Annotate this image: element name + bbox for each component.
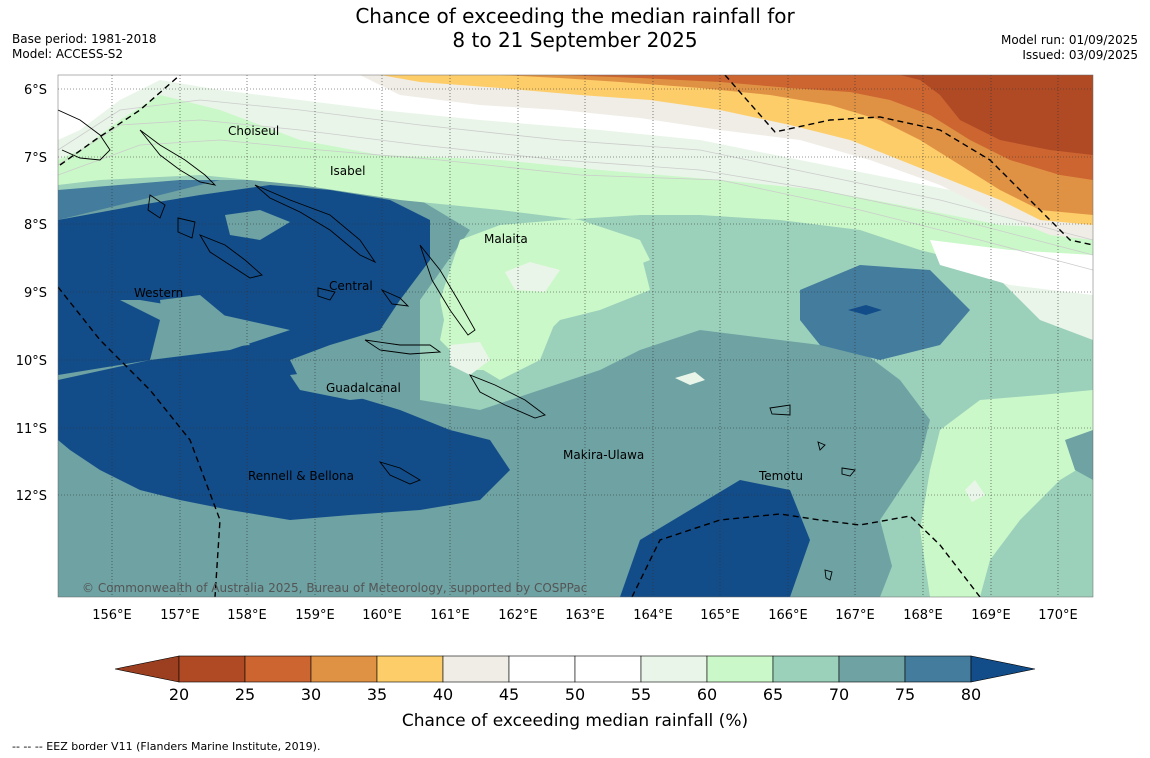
lon-label: 161°E [430, 608, 470, 623]
colorbar-tick-label: 55 [631, 685, 651, 704]
colorbar-title: Chance of exceeding median rainfall (%) [402, 711, 748, 731]
colorbar-bin [442, 655, 510, 683]
place-western: Western [134, 286, 183, 300]
lon-axis: 156°E 157°E 158°E 159°E 160°E 161°E 162°… [92, 608, 1078, 623]
colorbar-tick-label: 80 [961, 685, 981, 704]
place-makira-ulawa: Makira-Ulawa [563, 448, 644, 462]
place-central: Central [329, 279, 373, 293]
lat-label: 9°S [24, 286, 47, 301]
eez-legend: -- -- -- EEZ border V11 (Flanders Marine… [12, 740, 321, 753]
lon-label: 163°E [565, 608, 605, 623]
colorbar-tick-label: 50 [565, 685, 585, 704]
colorbar-tick-label: 30 [301, 685, 321, 704]
colorbar-bin [310, 655, 378, 683]
lon-label: 167°E [835, 608, 875, 623]
map-title-line2: 8 to 21 September 2025 [452, 28, 698, 52]
base-period: Base period: 1981-2018 [12, 32, 157, 46]
place-guadalcanal: Guadalcanal [326, 381, 401, 395]
place-malaita: Malaita [484, 232, 528, 246]
issued-date: Issued: 03/09/2025 [1022, 48, 1138, 62]
place-rennell-bellona: Rennell & Bellona [248, 469, 354, 483]
rainfall-contours [58, 75, 1093, 597]
graticule [111, 75, 1059, 597]
lon-label: 168°E [903, 608, 943, 623]
colorbar-under-arrow [114, 655, 180, 683]
lon-label: 164°E [633, 608, 673, 623]
place-choiseul: Choiseul [228, 124, 279, 138]
eez-border [58, 75, 1093, 597]
colorbar-tick-label: 70 [829, 685, 849, 704]
colorbar-bin [838, 655, 906, 683]
colorbar-tick-label: 75 [895, 685, 915, 704]
lon-label: 170°E [1038, 608, 1078, 623]
colorbar-bin [508, 655, 576, 683]
lon-label: 158°E [227, 608, 267, 623]
place-isabel: Isabel [330, 164, 365, 178]
colorbar-bin [376, 655, 444, 683]
colorbar-bin [244, 655, 312, 683]
colorbar: 20 25 30 35 40 45 50 55 60 65 70 75 80 [114, 655, 1036, 704]
colorbar-tick-label: 25 [235, 685, 255, 704]
map-frame [57, 74, 1094, 598]
colorbar-bin [640, 655, 708, 683]
colorbar-tick-label: 65 [763, 685, 783, 704]
lon-label: 157°E [160, 608, 200, 623]
lon-label: 166°E [768, 608, 808, 623]
colorbar-tick-label: 60 [697, 685, 717, 704]
lat-label: 6°S [24, 83, 47, 98]
map-copyright: © Commonwealth of Australia 2025, Bureau… [82, 581, 587, 595]
lat-label: 7°S [24, 151, 47, 166]
lon-label: 165°E [700, 608, 740, 623]
colorbar-bin [706, 655, 774, 683]
colorbar-bin [574, 655, 642, 683]
lat-axis: 6°S 7°S 8°S 9°S 10°S 11°S 12°S [16, 83, 47, 504]
lat-label: 8°S [24, 218, 47, 233]
colorbar-bin [772, 655, 840, 683]
lat-label: 12°S [16, 489, 47, 504]
colorbar-over-arrow [970, 655, 1036, 683]
lon-label: 169°E [971, 608, 1011, 623]
colorbar-tick-label: 35 [367, 685, 387, 704]
colorbar-tick-label: 20 [169, 685, 189, 704]
lon-label: 160°E [362, 608, 402, 623]
place-temotu: Temotu [758, 469, 803, 483]
coastlines [58, 109, 856, 581]
contour-lines [58, 99, 1093, 271]
colorbar-tick-label: 40 [433, 685, 453, 704]
lon-label: 156°E [92, 608, 132, 623]
lat-label: 10°S [16, 354, 47, 369]
colorbar-bin [178, 655, 246, 683]
colorbar-tick-label: 45 [499, 685, 519, 704]
model-run: Model run: 01/09/2025 [1000, 33, 1138, 47]
colorbar-bin [904, 655, 972, 683]
lat-label: 11°S [16, 422, 47, 437]
lon-label: 159°E [295, 608, 335, 623]
lon-label: 162°E [498, 608, 538, 623]
model-name: Model: ACCESS-S2 [12, 47, 124, 61]
map-title-line1: Chance of exceeding the median rainfall … [355, 4, 795, 28]
